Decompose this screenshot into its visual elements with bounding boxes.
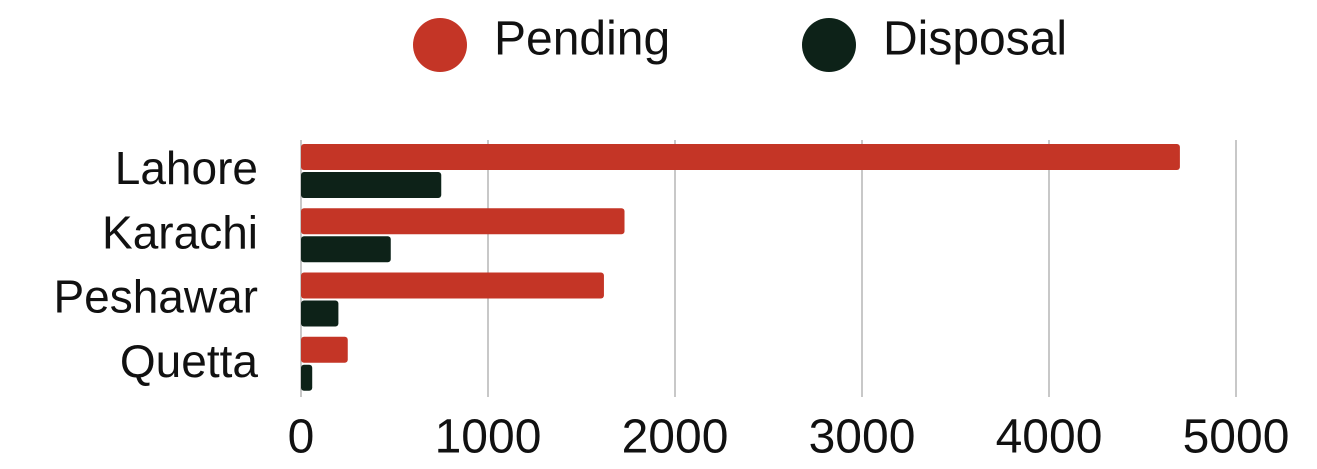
x-tick-label: 5000 <box>1183 411 1290 464</box>
bar <box>301 364 313 391</box>
bar <box>301 272 604 299</box>
x-tick-label: 4000 <box>996 411 1103 464</box>
legend-label: Disposal <box>883 13 1067 66</box>
bar <box>301 236 391 263</box>
bar <box>301 172 442 198</box>
legend-label: Pending <box>494 13 670 66</box>
bar <box>301 144 1180 170</box>
legend-swatch <box>413 18 467 72</box>
y-tick-label: Quetta <box>120 335 259 387</box>
legend-swatch <box>802 18 856 72</box>
y-tick-label: Lahore <box>115 142 258 194</box>
bar <box>301 336 348 363</box>
bar <box>301 300 339 327</box>
x-tick-label: 3000 <box>809 411 916 464</box>
y-tick-label: Karachi <box>102 206 258 258</box>
x-tick-label: 2000 <box>622 411 729 464</box>
x-tick-label: 1000 <box>435 411 542 464</box>
bar <box>301 208 625 235</box>
y-tick-label: Peshawar <box>53 271 258 323</box>
x-tick-label: 0 <box>288 411 315 464</box>
